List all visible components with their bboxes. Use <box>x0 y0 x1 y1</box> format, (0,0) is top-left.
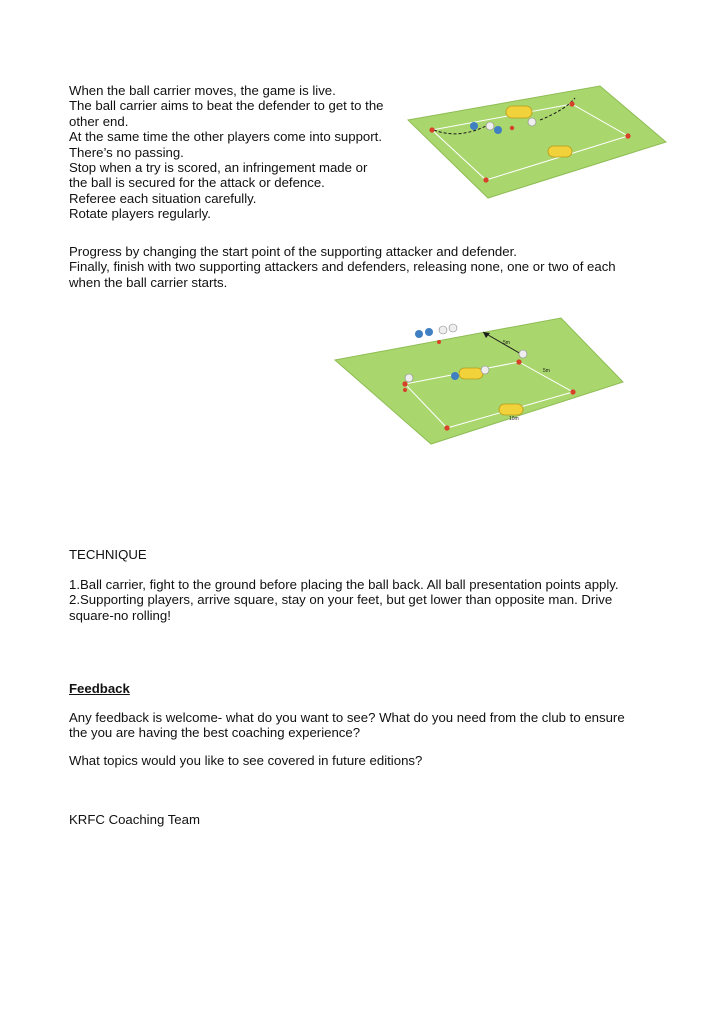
tackle-bag <box>547 145 573 158</box>
intro-line: When the ball carrier moves, the game is… <box>69 83 336 98</box>
intro-text: When the ball carrier moves, the game is… <box>69 83 384 222</box>
feedback-heading: Feedback <box>69 681 130 696</box>
ball <box>509 125 515 131</box>
cone <box>402 381 408 387</box>
progress-line: when the ball carrier starts. <box>69 274 228 290</box>
arrow-head <box>483 332 490 338</box>
support-attacker <box>404 373 414 383</box>
signoff: KRFC Coaching Team <box>69 812 200 827</box>
intro-line: Rotate players regularly. <box>69 206 211 222</box>
distance-label: 10m <box>509 416 519 422</box>
progress-line: Finally, finish with two supporting atta… <box>69 259 616 275</box>
cone <box>483 177 489 183</box>
tackle-bag <box>505 105 533 119</box>
run-path-left <box>433 123 491 135</box>
defender-player <box>527 117 537 127</box>
ball <box>437 340 441 344</box>
feedback-question: What topics would you like to see covere… <box>69 753 423 768</box>
tackler <box>480 365 490 375</box>
pitch <box>333 317 624 445</box>
ball <box>403 388 407 392</box>
defender-player <box>485 121 495 131</box>
technique-line: 1.Ball carrier, fight to the ground befo… <box>69 577 619 592</box>
tackle-bag <box>458 367 484 380</box>
feedback-line: Any feedback is welcome- what do you wan… <box>69 710 625 725</box>
distance-label: 5m <box>543 368 550 374</box>
technique-line: square-no rolling! <box>69 607 171 623</box>
progress-line: Progress by changing the start point of … <box>69 244 517 259</box>
drill-diagram-1 <box>406 85 668 199</box>
ball-carrier <box>451 372 459 380</box>
cone <box>570 389 576 395</box>
intro-line: other end. <box>69 113 129 129</box>
waiting-attacker <box>425 328 433 336</box>
feedback-body: Any feedback is welcome- what do you wan… <box>69 710 625 741</box>
intro-line: Stop when a try is scored, an infringeme… <box>69 160 368 176</box>
intro-line: Referee each situation carefully. <box>69 190 257 206</box>
waiting-attacker <box>415 330 423 338</box>
support-defender <box>518 349 528 359</box>
drill-diagram-2: 5m 5m 10m <box>333 317 624 445</box>
waiting-defender <box>448 323 458 333</box>
tackle-bag <box>498 403 524 416</box>
distance-label: 5m <box>503 340 510 346</box>
waiting-defender <box>438 325 448 335</box>
intro-line: The ball carrier aims to beat the defend… <box>69 98 384 114</box>
pitch <box>406 85 668 199</box>
cone <box>625 133 631 139</box>
intro-line: There’s no passing. <box>69 144 184 160</box>
technique-points: 1.Ball carrier, fight to the ground befo… <box>69 577 619 623</box>
technique-line: 2.Supporting players, arrive square, sta… <box>69 592 613 608</box>
progress-text: Progress by changing the start point of … <box>69 244 616 290</box>
feedback-line: the you are having the best coaching exp… <box>69 725 361 741</box>
attacker-player <box>494 126 502 134</box>
cone <box>569 101 575 107</box>
cone <box>444 425 450 431</box>
intro-line: At the same time the other players come … <box>69 129 382 145</box>
technique-heading: TECHNIQUE <box>69 547 147 562</box>
cone <box>516 359 522 365</box>
attacker-player <box>470 122 478 130</box>
intro-line: the ball is secured for the attack or de… <box>69 175 325 191</box>
distance-arrow <box>482 331 522 355</box>
cone <box>429 127 435 133</box>
